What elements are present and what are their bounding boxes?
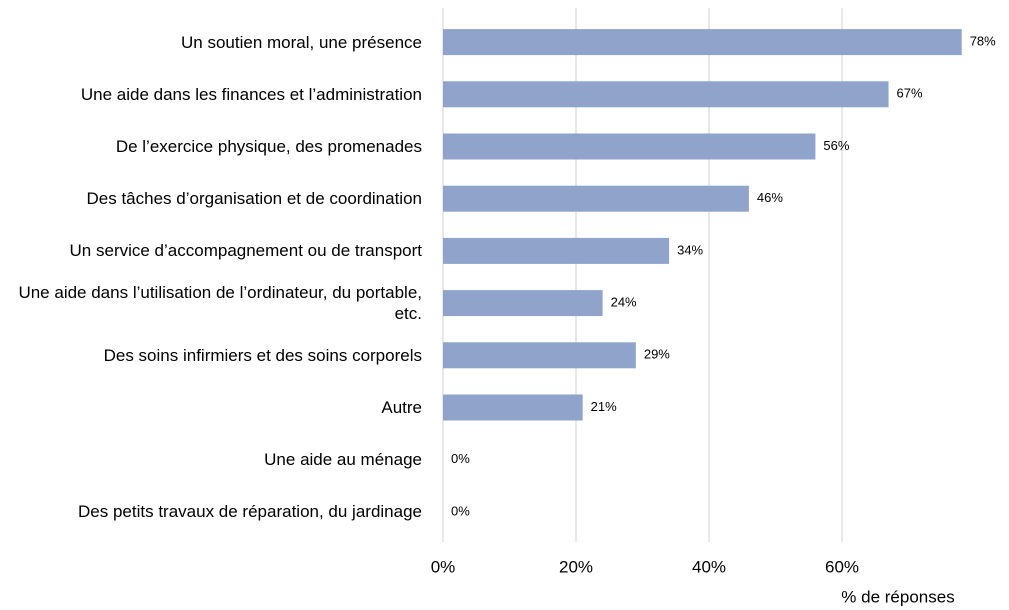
value-label: 56% <box>823 138 849 153</box>
value-label: 78% <box>970 34 996 49</box>
value-label: 67% <box>897 86 923 101</box>
y-tick-label: Un service d’accompagnement ou de transp… <box>69 241 422 261</box>
y-tick-label: Une aide dans les finances et l’administ… <box>80 84 422 104</box>
value-label: 29% <box>644 347 670 362</box>
y-tick-label: Autre <box>381 398 422 417</box>
bar <box>443 237 670 264</box>
value-label: 0% <box>451 503 470 518</box>
bar <box>443 29 962 56</box>
bar <box>443 133 816 160</box>
bar <box>443 394 583 421</box>
value-label: 21% <box>591 399 617 414</box>
bar <box>443 185 749 212</box>
y-tick-label: Un soutien moral, une présence <box>181 32 422 52</box>
value-label: 46% <box>757 190 783 205</box>
x-axis-label: % de réponses <box>841 587 954 606</box>
y-tick-label: Des soins infirmiers et des soins corpor… <box>103 345 422 365</box>
x-tick-label: 20% <box>559 557 593 576</box>
y-tick-label: De l’exercice physique, des promenades <box>115 137 422 156</box>
value-label: 34% <box>677 242 703 257</box>
y-tick-label: Une aide dans l’utilisation de l’ordinat… <box>18 283 422 324</box>
bar <box>443 290 603 317</box>
value-label: 0% <box>451 451 470 466</box>
value-label: 24% <box>611 295 637 310</box>
y-tick-label: Des petits travaux de réparation, du jar… <box>78 502 422 522</box>
x-tick-label: 60% <box>825 557 859 576</box>
x-tick-label: 40% <box>692 557 726 576</box>
y-tick-label: Des tâches d’organisation et de coordina… <box>86 189 423 209</box>
y-tick-label: Une aide au ménage <box>264 450 422 470</box>
bar <box>443 342 636 369</box>
x-tick-label: 0% <box>431 557 456 576</box>
bar <box>443 81 889 108</box>
